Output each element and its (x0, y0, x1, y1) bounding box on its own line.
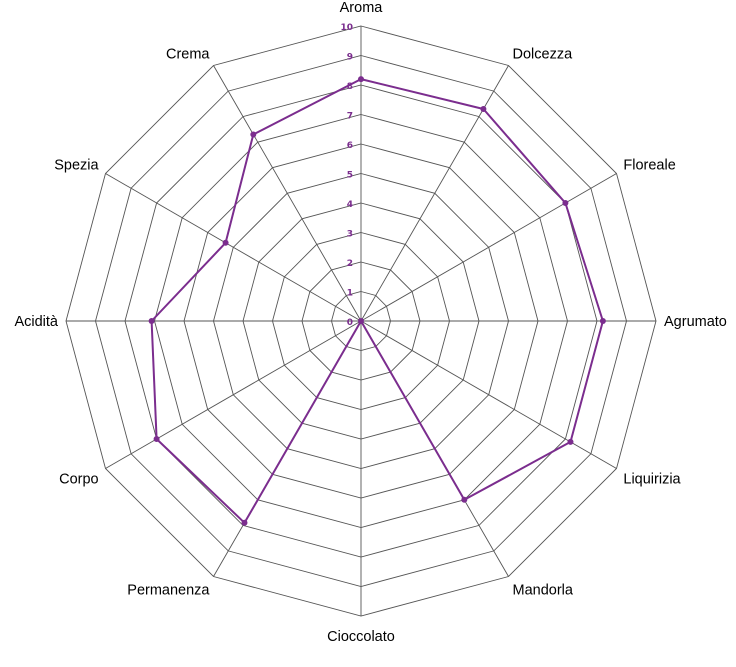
tick-label: 7 (347, 112, 353, 122)
series-layer (148, 76, 606, 526)
axis-label: Spezia (54, 158, 99, 174)
data-point-6 (358, 318, 364, 324)
tick-label: 0 (347, 318, 353, 328)
spoke-2 (360, 173, 617, 322)
data-point-3 (599, 318, 606, 324)
tick-label: 3 (347, 230, 353, 240)
spoke-11 (213, 65, 362, 322)
data-point-9 (148, 318, 155, 324)
axis-label: Crema (166, 47, 210, 63)
data-point-5 (461, 496, 468, 503)
axis-label: Acidità (14, 314, 58, 330)
tick-label: 4 (347, 200, 353, 210)
axis-label: Corpo (59, 472, 99, 488)
tick-label-layer: 0 1 2 3 4 5 6 7 8 9 10 (340, 23, 353, 328)
spoke-1 (360, 65, 509, 322)
data-point-8 (153, 436, 160, 442)
tick-label: 10 (340, 23, 353, 33)
tick-label: 2 (347, 259, 353, 269)
data-point-4 (567, 438, 574, 445)
axis-label: Aroma (340, 0, 384, 16)
axis-label: Mandorla (513, 582, 574, 598)
data-point-11 (250, 131, 257, 138)
spoke-4 (360, 320, 617, 469)
axis-label-layer: Aroma Dolcezza Floreale Agrumato Liquirizia M… (14, 0, 726, 645)
data-point-7 (241, 519, 248, 526)
data-point-2 (562, 200, 569, 206)
axis-label: Floreale (623, 158, 675, 174)
tick-label: 5 (347, 171, 353, 181)
axis-label: Dolcezza (513, 47, 574, 63)
data-point-0 (358, 76, 364, 83)
tick-label: 9 (347, 53, 353, 63)
tick-label: 6 (347, 141, 353, 151)
spoke-8 (105, 320, 362, 469)
tick-label: 8 (347, 82, 353, 92)
data-point-1 (480, 106, 487, 112)
spoke-10 (105, 173, 362, 322)
data-point-10 (222, 239, 229, 246)
axis-label: Liquirizia (623, 472, 681, 488)
axis-label: Permanenza (127, 582, 210, 598)
tick-label: 1 (347, 289, 353, 299)
axis-label: Cioccolato (327, 629, 395, 645)
axis-label: Agrumato (664, 314, 727, 330)
